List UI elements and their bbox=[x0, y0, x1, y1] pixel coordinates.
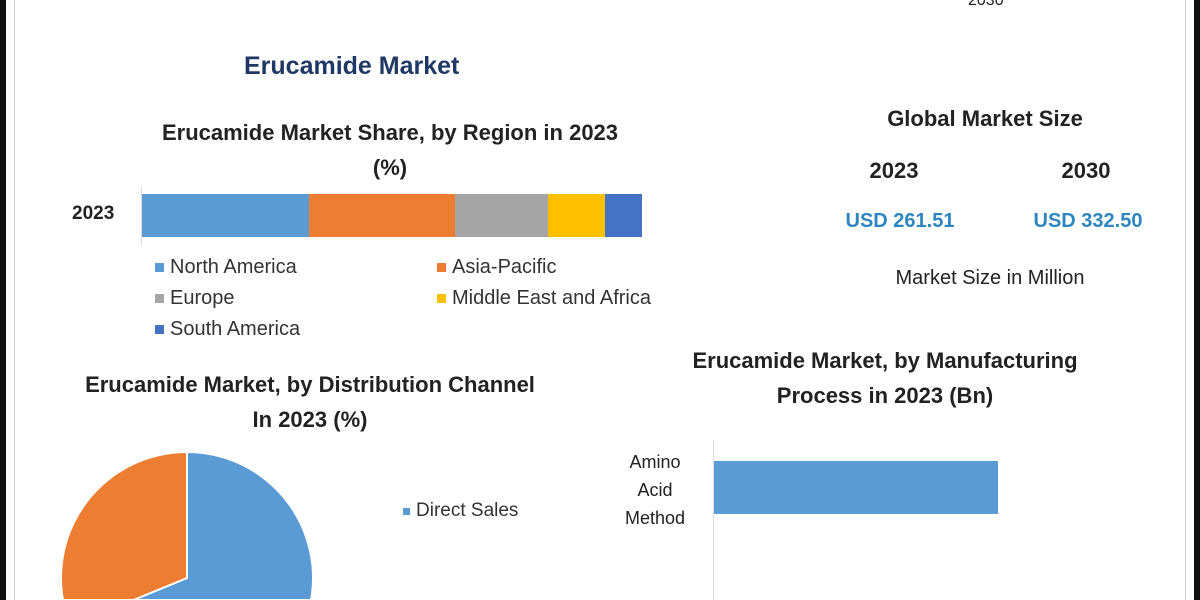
process-category-label: Amino Acid Method bbox=[600, 448, 710, 532]
legend-label: North America bbox=[170, 256, 297, 278]
process-axis bbox=[713, 440, 714, 600]
pie-title-2: In 2023 (%) bbox=[252, 407, 368, 432]
value-2030: USD 332.50 bbox=[1033, 210, 1143, 232]
region-axis bbox=[141, 186, 142, 246]
category-line: Acid bbox=[637, 480, 673, 500]
pie-slice-1 bbox=[60, 450, 188, 600]
year-2030: 2030 bbox=[1061, 158, 1111, 183]
legend-item: North America bbox=[155, 256, 297, 279]
page-title: Erucamide Market bbox=[244, 52, 460, 80]
legend-label: South America bbox=[170, 318, 301, 340]
region-chart-title: Erucamide Market Share, by Region in 202… bbox=[161, 120, 619, 145]
bar-segment-europe bbox=[455, 194, 548, 237]
year-2023: 2023 bbox=[869, 158, 919, 183]
bar-segment-north-america bbox=[142, 194, 309, 237]
legend-label: Direct Sales bbox=[416, 500, 519, 521]
bar-segment-south-america bbox=[605, 194, 642, 237]
process-title: Erucamide Market, by Manufacturing bbox=[692, 348, 1078, 373]
unit-note: Market Size in Million bbox=[895, 267, 1085, 289]
region-chart-title-2: (%) bbox=[372, 155, 408, 180]
region-stacked-bar bbox=[142, 194, 642, 237]
cut-year-label: 2030 bbox=[968, 0, 1004, 9]
region-category-label: 2023 bbox=[72, 203, 115, 224]
pie-legend-direct-sales: Direct Sales bbox=[403, 500, 518, 522]
process-bar-amino-acid-method bbox=[714, 461, 998, 514]
legend-item: Europe bbox=[155, 287, 235, 310]
legend-swatch bbox=[155, 263, 164, 272]
legend-swatch bbox=[437, 294, 446, 303]
inner-border bbox=[14, 0, 1186, 600]
legend-label: Europe bbox=[170, 287, 235, 309]
process-title-2: Process in 2023 (Bn) bbox=[776, 383, 994, 408]
legend-item: Asia-Pacific bbox=[437, 256, 556, 279]
legend-label: Asia-Pacific bbox=[452, 256, 557, 278]
pie-title: Erucamide Market, by Distribution Channe… bbox=[85, 372, 535, 397]
value-2023: USD 261.51 bbox=[845, 210, 955, 232]
pie-chart bbox=[60, 450, 315, 600]
legend-item: Middle East and Africa bbox=[437, 287, 651, 310]
bar-segment-asia-pacific bbox=[309, 194, 455, 237]
legend-swatch bbox=[403, 507, 410, 515]
category-line: Amino bbox=[629, 452, 681, 472]
bar-segment-middle-east-and-africa bbox=[548, 194, 605, 237]
global-title: Global Market Size bbox=[887, 106, 1083, 131]
pie-slice-direct-sales bbox=[133, 450, 315, 600]
legend-swatch bbox=[155, 294, 164, 303]
legend-item: South America bbox=[155, 318, 300, 341]
legend-swatch bbox=[437, 263, 446, 272]
legend-label: Middle East and Africa bbox=[452, 287, 651, 309]
legend-swatch bbox=[155, 325, 164, 334]
category-line: Method bbox=[624, 508, 686, 528]
